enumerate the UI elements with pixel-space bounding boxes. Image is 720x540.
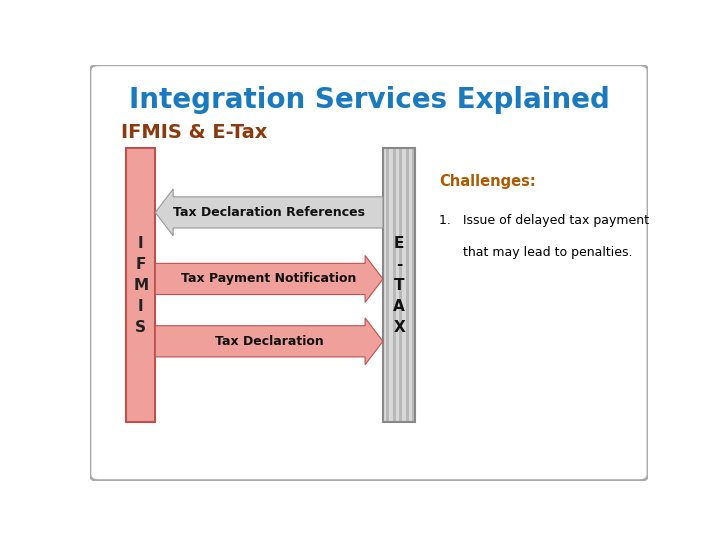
FancyBboxPatch shape: [90, 65, 648, 481]
Bar: [412, 148, 415, 422]
Bar: [396, 148, 399, 422]
Text: that may lead to penalties.: that may lead to penalties.: [438, 246, 632, 259]
FancyArrow shape: [156, 318, 383, 365]
Bar: [383, 148, 415, 422]
Bar: [383, 148, 386, 422]
Text: E
-
T
A
X: E - T A X: [393, 235, 405, 335]
Bar: [409, 148, 412, 422]
Text: Integration Services Explained: Integration Services Explained: [129, 86, 609, 114]
Bar: [392, 148, 396, 422]
Text: IFMIS & E-Tax: IFMIS & E-Tax: [121, 123, 267, 141]
Bar: [390, 148, 392, 422]
Bar: [126, 148, 156, 422]
Bar: [405, 148, 409, 422]
Text: 1.   Issue of delayed tax payment: 1. Issue of delayed tax payment: [438, 214, 649, 227]
Text: I
F
M
I
S: I F M I S: [133, 235, 148, 335]
Text: Challenges:: Challenges:: [438, 174, 536, 188]
Text: Tax Declaration: Tax Declaration: [215, 335, 323, 348]
Bar: [399, 148, 402, 422]
Text: Tax Declaration References: Tax Declaration References: [173, 206, 365, 219]
Text: Tax Payment Notification: Tax Payment Notification: [181, 273, 357, 286]
FancyArrow shape: [156, 189, 383, 236]
Bar: [402, 148, 405, 422]
FancyArrow shape: [156, 255, 383, 302]
Bar: [386, 148, 390, 422]
